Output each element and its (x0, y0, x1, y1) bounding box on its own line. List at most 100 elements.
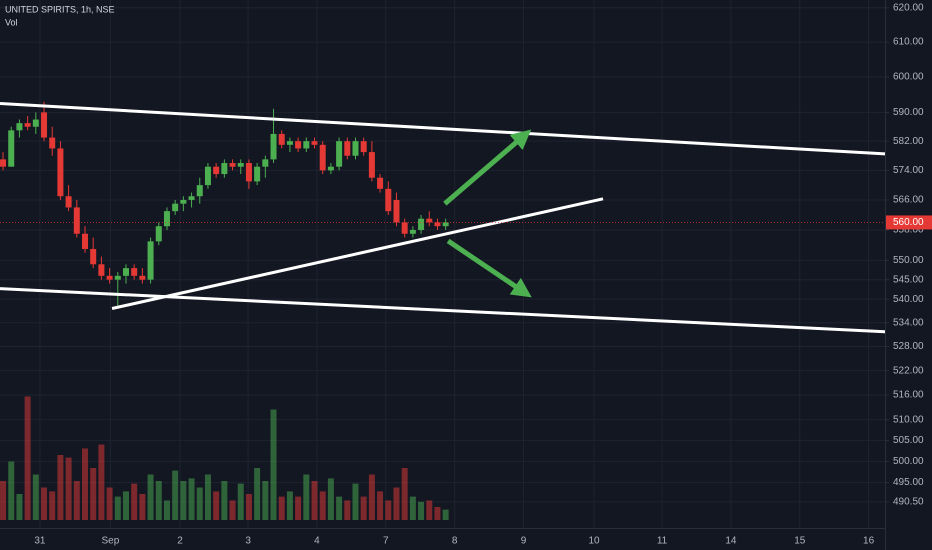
drawing-layer (0, 101, 886, 334)
volume-bar (188, 478, 195, 520)
trend-line (0, 287, 886, 334)
volume-bar (180, 481, 187, 520)
last-price-label: 560.00 (893, 217, 924, 228)
candle-body (377, 177, 384, 189)
x-tick-label: 11 (657, 536, 668, 547)
last-price-box (886, 215, 932, 230)
volume-bar (106, 487, 113, 520)
volume-bar (262, 481, 269, 520)
volume-bar (278, 496, 285, 520)
candle-body (434, 222, 441, 227)
y-tick-label: 528.00 (893, 341, 924, 352)
volume-bar (442, 509, 449, 520)
candle-body (426, 218, 433, 223)
candle-body (8, 130, 15, 167)
candle-body (237, 163, 244, 167)
candle-body (327, 166, 334, 171)
y-tick-label: 540.00 (893, 294, 924, 305)
volume-bar (204, 474, 211, 520)
volume-bar (147, 474, 154, 520)
arrow (443, 129, 532, 206)
y-tick-label: 550.00 (893, 255, 924, 266)
candle-body (0, 159, 7, 167)
y-tick-label: 558.00 (893, 225, 924, 236)
volume-bar (65, 457, 72, 520)
volume-bar (8, 461, 15, 520)
candle-body (254, 166, 261, 182)
volume-bar (303, 474, 310, 520)
trend-line (111, 197, 604, 310)
x-tick-label: 8 (452, 536, 458, 547)
candle-body (98, 264, 105, 276)
volume-bar (295, 496, 302, 520)
volume-bar (221, 481, 228, 520)
volume-bar (122, 491, 129, 520)
volume-bar (24, 396, 31, 520)
candle-body (295, 141, 302, 149)
volume-bar (344, 500, 351, 520)
candle-body (303, 141, 310, 149)
y-tick-label: 600.00 (893, 72, 924, 83)
volume-bar (352, 483, 359, 520)
y-tick-label: 534.00 (893, 317, 924, 328)
candle-body (204, 166, 211, 186)
volume-bar (360, 496, 367, 520)
y-tick-label: 510.00 (893, 414, 924, 425)
y-tick-label: 516.00 (893, 390, 924, 401)
candle-layer (0, 101, 449, 307)
volume-bar (319, 491, 326, 520)
volume-bar (0, 481, 7, 520)
axes: 620.00 610.00 600.00 590.00 582.00 574.00 566.… (34, 2, 932, 547)
candle-body (155, 226, 162, 242)
x-tick-label: 9 (521, 536, 527, 547)
candle-body (393, 199, 400, 223)
volume-bar (270, 409, 277, 520)
candle-body (131, 268, 138, 276)
volume-bar (213, 491, 220, 520)
candle-body (229, 163, 236, 167)
x-tick-label: 15 (794, 536, 806, 547)
volume-bar (409, 496, 416, 520)
x-tick-label: 4 (314, 536, 320, 547)
candle-body (401, 222, 408, 234)
candle-body (147, 241, 154, 280)
y-tick-label: 590.00 (893, 107, 924, 118)
candle-body (16, 123, 23, 131)
volume-bar (98, 444, 105, 520)
candle-body (57, 148, 64, 197)
candle-body (90, 248, 97, 265)
volume-bar (418, 501, 425, 520)
candle-body (385, 188, 392, 212)
volume-layer (0, 396, 449, 520)
y-tick-label: 574.00 (893, 165, 924, 176)
volume-bar (49, 491, 56, 520)
y-tick-label: 522.00 (893, 365, 924, 376)
candle-body (278, 133, 285, 145)
trend-line (0, 101, 886, 156)
y-tick-label: 620.00 (893, 2, 924, 13)
volume-bar (237, 483, 244, 520)
volume-bar (172, 470, 179, 520)
volume-bar (311, 481, 318, 520)
candle-body (245, 163, 252, 182)
candle-body (221, 163, 228, 175)
volume-bar (393, 487, 400, 520)
candle-body (180, 199, 187, 204)
volume-bar (131, 483, 138, 520)
y-tick-label: 610.00 (893, 37, 924, 48)
chart-title: UNITED SPIRITS, 1h, NSE (5, 4, 115, 14)
candle-body (82, 233, 88, 249)
volume-bar (139, 494, 146, 520)
volume-label: Vol (5, 17, 18, 27)
candle-body (49, 137, 56, 149)
x-tick-label: Sep (102, 536, 120, 547)
volume-bar (327, 478, 334, 520)
candle-body (139, 275, 146, 280)
y-tick-label: 566.00 (893, 195, 924, 206)
volume-bar (377, 491, 384, 520)
candle-body (24, 123, 31, 127)
arrow (446, 238, 532, 298)
